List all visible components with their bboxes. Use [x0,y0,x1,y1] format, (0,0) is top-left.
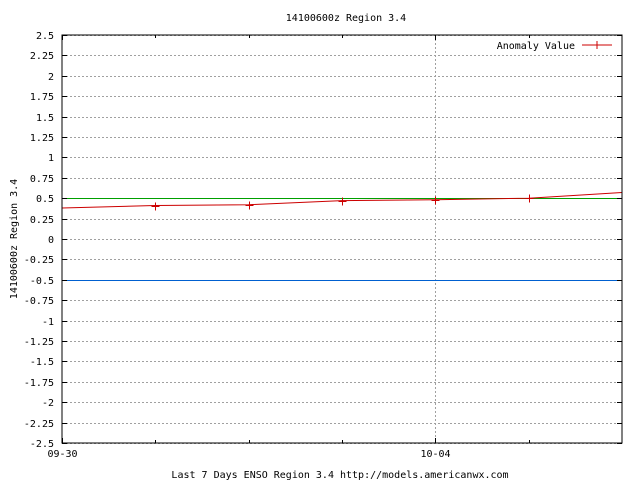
y-tick-label: -0.75 [24,296,54,307]
x-axis: 09-30 10-04 [47,35,530,460]
y-tick-label: 0.25 [30,215,54,226]
grid [62,35,622,444]
chart-title: 14100600z Region 3.4 [286,13,406,24]
data-point [245,201,254,210]
y-tick-label: 1 [48,153,54,164]
y-tick-label: -2.25 [24,419,54,430]
y-tick-label: 1.25 [30,133,54,144]
y-tick-label: -2.5 [30,439,54,450]
y-tick-label: 0.5 [36,194,54,205]
y-tick-label: 1.75 [30,92,54,103]
y-tick-label: -2 [42,398,54,409]
y-tick-label: -1.75 [24,378,54,389]
y-tick-label: 2 [48,72,54,83]
legend-marker [593,41,601,49]
y-tick-label: 0 [48,235,54,246]
y-tick-label: -0.5 [30,276,54,287]
x-axis-label: Last 7 Days ENSO Region 3.4 http://model… [171,470,508,480]
y-tick-label: 2.5 [36,31,54,42]
y-tick-label: 0.75 [30,174,54,185]
y-axis: 2.5 2.25 2 1.75 1.5 1.25 1 0.75 0.5 0.25 0 -0.25 -0.… [24,31,622,450]
data-point [338,197,347,206]
y-tick-label: -1.25 [24,337,54,348]
y-tick-label: -0.25 [24,255,54,266]
x-tick-label: 09-30 [47,449,77,460]
legend: Anomaly Value [497,41,612,52]
data-point [431,196,440,205]
legend-label: Anomaly Value [497,41,575,52]
series-layer [61,192,623,211]
x-tick-label: 10-04 [420,449,450,460]
y-tick-label: -1.5 [30,357,54,368]
y-tick-label: -1 [42,317,54,328]
data-point [525,194,534,203]
data-point [151,202,160,211]
y-tick-label: 1.5 [36,113,54,124]
y-axis-label: 14100600z Region 3.4 [9,179,20,299]
y-tick-label: 2.25 [30,51,54,62]
